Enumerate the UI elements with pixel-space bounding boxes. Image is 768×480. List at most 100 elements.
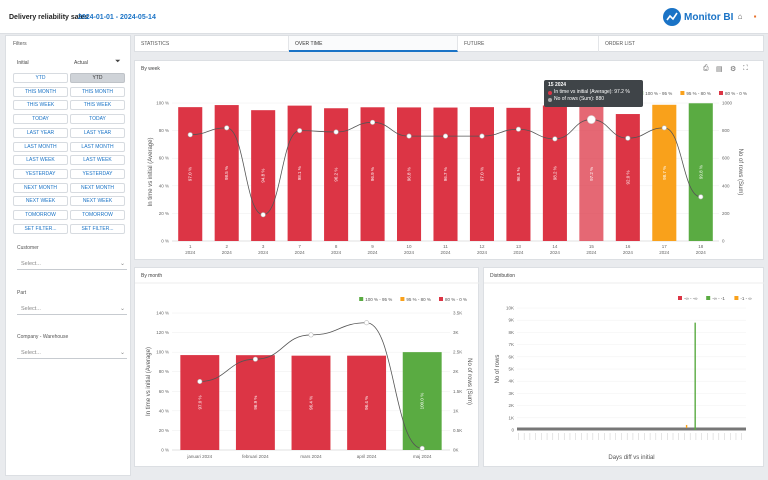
distribution-panel: Distribution -1 - ∞ -∞ - -1 -∞ - -∞ 0 1K 2K 3K… (483, 267, 765, 467)
x-tick-label: 2024 (586, 250, 597, 255)
x-tick-label: 16 (625, 244, 631, 249)
legend-swatch (439, 297, 443, 301)
tab-future[interactable]: FUTURE (458, 36, 599, 52)
y-tick-label: 1K (508, 415, 514, 420)
y-tick-label: 120 % (156, 330, 169, 335)
legend-swatch (680, 91, 685, 95)
x-tick-label: februari 2024 (242, 454, 269, 459)
by-week-chart: 80 % - 0 % 95 % - 80 % 100 % - 95 % 0 % 20 %… (148, 91, 747, 255)
bar-value-label: 96.5 % (516, 167, 521, 181)
export-icon[interactable]: ⎙ (703, 65, 709, 72)
y2-axis-label: No of rows (Sum) (466, 358, 472, 405)
rows-series-point (364, 320, 370, 326)
initial-filter-set-filter-button[interactable]: SET FILTER... (13, 223, 68, 234)
x-tick-label: maj 2024 (413, 454, 432, 459)
actual-filter-tomorrow-button[interactable]: TOMORROW (70, 210, 125, 220)
company-select[interactable]: Select... ⌄ (17, 347, 127, 359)
initial-filter-today-button[interactable]: TODAY (13, 114, 68, 125)
initial-filter-tomorrow-button[interactable]: TOMORROW (13, 210, 68, 220)
x-tick-label: 13 (516, 244, 522, 249)
y-tick-label: 0 % (161, 448, 169, 453)
y2-tick-label: 200 (722, 211, 730, 216)
rows-series-point (187, 132, 193, 138)
x-tick-label: 2024 (440, 250, 451, 255)
x-tick-label: 18 (698, 244, 704, 249)
week-bar (360, 107, 385, 241)
x-tick-label: 7 (298, 244, 301, 249)
y2-tick-label: 1.5K (453, 389, 462, 394)
y2-tick-label: 400 (722, 183, 730, 188)
customer-select-value: Select... (21, 261, 41, 267)
x-tick-label: 3 (262, 244, 265, 249)
part-select[interactable]: Select... ⌄ (17, 303, 127, 315)
x-tick-label: 14 (552, 244, 558, 249)
customer-select[interactable]: Select... ⌄ (17, 258, 127, 270)
y2-tick-label: 0.5K (453, 428, 462, 433)
legend-label: 100 % - 95 % (645, 91, 672, 96)
y2-tick-label: 3.5K (453, 311, 462, 316)
rows-series-point (406, 133, 412, 139)
legend-swatch (359, 297, 364, 301)
x-tick-label: 2024 (477, 250, 488, 255)
actual-filter-yesterday-button[interactable]: YESTERDAY (70, 168, 125, 179)
actual-filter-last-month-button[interactable]: LAST MONTH (70, 141, 125, 152)
grid-icon[interactable]: ▪ (753, 12, 757, 21)
actual-filter-next-month-button[interactable]: NEXT MONTH (70, 182, 125, 193)
x-tick-label: 2024 (513, 250, 524, 255)
company-select-value: Select... (21, 350, 41, 356)
filter-icon[interactable]: ⏷ (115, 58, 121, 65)
month-bar (402, 352, 442, 450)
filters-title: Filters (13, 41, 27, 47)
x-tick-label: 2 (225, 244, 228, 249)
bar-value-label: 96.2 % (334, 168, 339, 182)
bar-value-label: 96.8 % (407, 167, 412, 181)
initial-filter-last-month-button[interactable]: LAST MONTH (13, 141, 68, 152)
y-tick-label: 9K (508, 318, 514, 323)
company-label: Company - Warehouse (17, 334, 69, 340)
actual-filter-ytd-button[interactable]: YTD (70, 73, 125, 83)
actual-filter-today-button[interactable]: TODAY (70, 114, 125, 125)
actual-filter-this-week-button[interactable]: THIS WEEK (70, 100, 125, 111)
home-icon[interactable]: ⌂ (737, 12, 743, 21)
table-icon[interactable]: ▤ (716, 66, 723, 73)
by-week-panel: By week ⎙ ▤ ⚙ ⛶ 80 % - 0 % 95 % - 80 % 100… (134, 60, 764, 260)
tab-order-list[interactable]: ORDER LIST (605, 41, 636, 47)
date-range[interactable]: 2024-01-01 - 2024-05-14 (78, 14, 156, 21)
fullscreen-icon[interactable]: ⛶ (743, 65, 748, 72)
y-tick-label: 5K (508, 367, 514, 372)
distribution-chart: -1 - ∞ -∞ - -1 -∞ - -∞ 0 1K 2K 3K 4K 5K 6K 7K 8K 9K 1… (484, 282, 765, 461)
initial-filter-next-month-button[interactable]: NEXT MONTH (13, 182, 68, 193)
initial-filter-this-month-button[interactable]: THIS MONTH (13, 86, 68, 97)
y2-tick-label: 600 (722, 156, 730, 161)
bar-value-label: 92.0 % (625, 171, 630, 185)
customer-label: Customer (17, 245, 39, 251)
initial-filter-last-week-button[interactable]: LAST WEEK (13, 155, 68, 166)
initial-filter-last-year-button[interactable]: LAST YEAR (13, 127, 68, 138)
initial-filter-ytd-button[interactable]: YTD (13, 73, 68, 83)
week-bar (542, 105, 567, 241)
x-tick-label: 15 (589, 244, 595, 249)
y-tick-label: 10K (506, 306, 514, 311)
x-tick-label: 2024 (258, 250, 269, 255)
brand-name: Monitor BI (684, 11, 734, 23)
actual-filter-set-filter-button[interactable]: SET FILTER... (70, 223, 125, 234)
x-tick-label: 2024 (696, 250, 707, 255)
x-tick-label: 10 (407, 244, 413, 249)
initial-filter-yesterday-button[interactable]: YESTERDAY (13, 168, 68, 179)
initial-filter-this-week-button[interactable]: THIS WEEK (13, 100, 68, 111)
actual-filter-last-week-button[interactable]: LAST WEEK (70, 155, 125, 166)
settings-icon[interactable]: ⚙ (730, 66, 737, 73)
week-bar (396, 107, 422, 241)
initial-filter-next-week-button[interactable]: NEXT WEEK (13, 196, 68, 207)
actual-filter-this-month-button[interactable]: THIS MONTH (70, 86, 125, 97)
rows-series-point (224, 125, 230, 131)
rows-series-line (199, 322, 423, 449)
tab-over-time[interactable]: OVER TIME (289, 36, 458, 52)
actual-filter-last-year-button[interactable]: LAST YEAR (70, 127, 125, 138)
bar-value-label: 100.0 % (420, 393, 425, 410)
actual-filter-next-week-button[interactable]: NEXT WEEK (70, 196, 125, 207)
rows-series-point (260, 212, 266, 218)
x-tick-label: 9 (371, 244, 374, 249)
by-month-panel: By month 80 % - 0 % 95 % - 80 % 100 % - 95… (134, 267, 480, 467)
tab-statistics[interactable]: STATISTICS (135, 36, 289, 52)
